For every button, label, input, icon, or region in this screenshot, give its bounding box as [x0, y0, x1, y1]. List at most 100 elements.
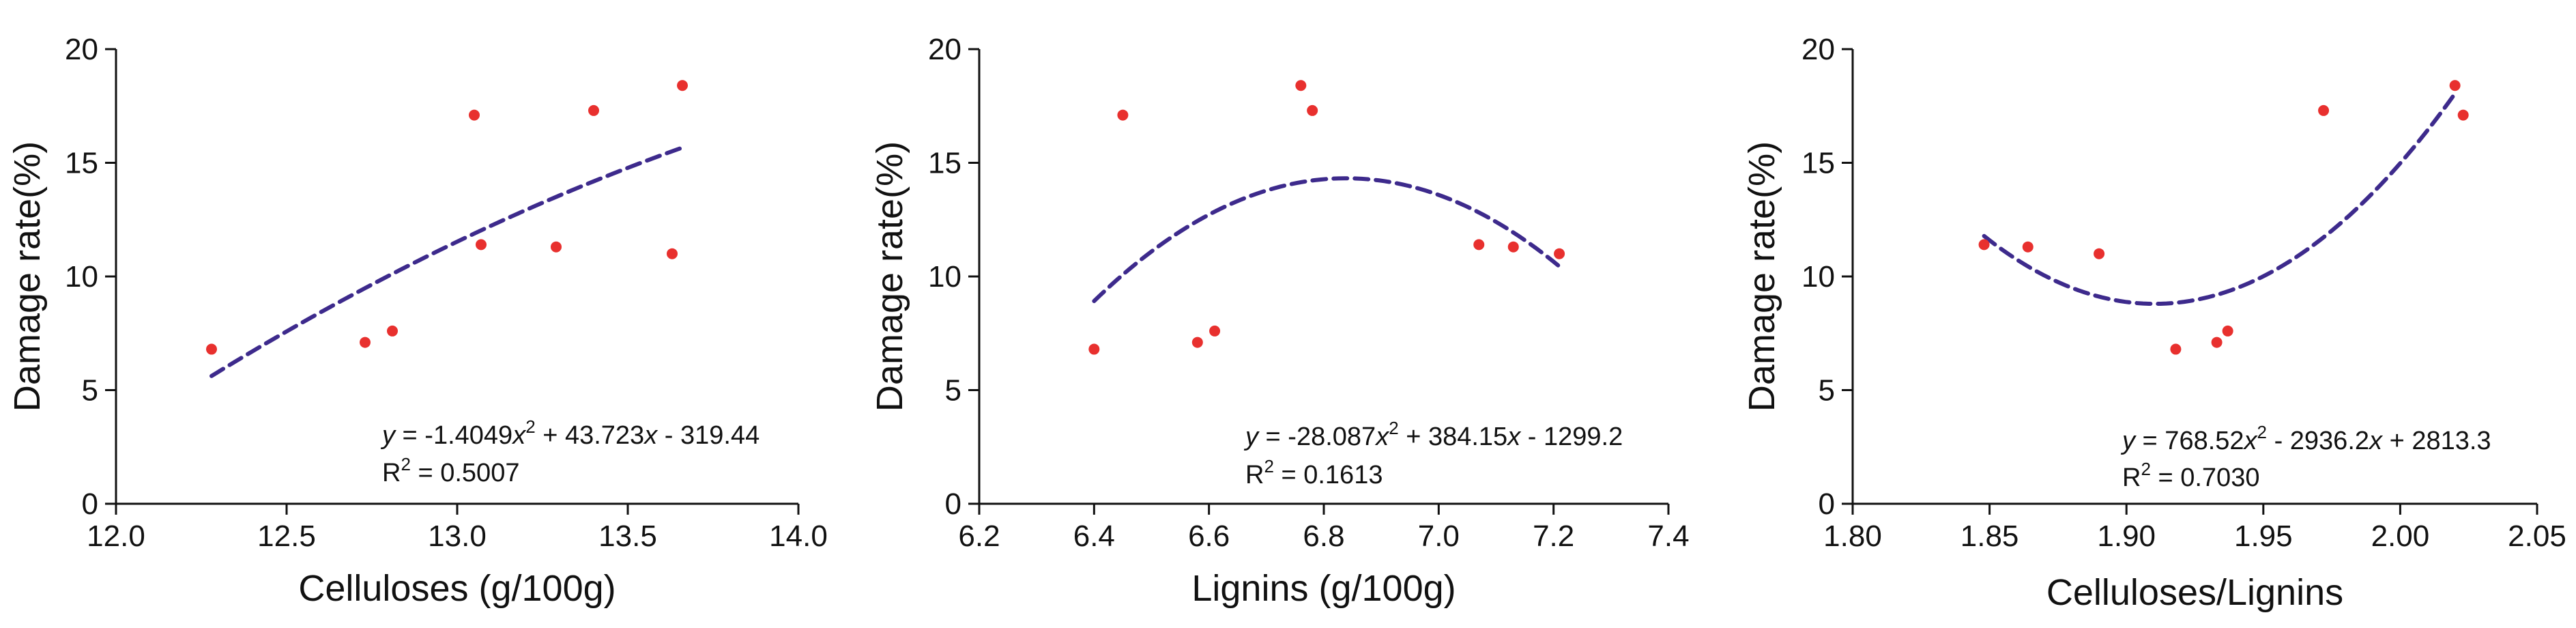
- x-tick-label: 13.0: [428, 519, 487, 553]
- x-axis-title: Celluloses (g/100g): [298, 568, 616, 609]
- data-point: [2170, 343, 2182, 355]
- eq-x-variable: x: [1506, 423, 1522, 451]
- y-tick-label: 20: [928, 33, 961, 66]
- x-tick-label: 1.85: [1960, 519, 2019, 553]
- y-axis-title: Damage rate(%): [869, 141, 910, 412]
- r-squared: R2 = 0.5007: [382, 454, 519, 487]
- r2-exponent: 2: [2141, 459, 2150, 479]
- x-tick-label: 14.0: [769, 519, 828, 553]
- r2-exponent: 2: [1264, 456, 1273, 476]
- x-tick-label: 2.00: [2371, 519, 2430, 553]
- eq-coefficient-b: + 384.15: [1399, 423, 1508, 451]
- data-point: [1117, 109, 1129, 121]
- eq-y-variable: y: [2120, 427, 2137, 455]
- eq-constant: - 1299.2: [1520, 423, 1623, 451]
- x-tick-label: 7.2: [1533, 519, 1574, 553]
- eq-exponent: 2: [1389, 418, 1398, 438]
- eq-x-variable: x: [511, 421, 527, 450]
- y-axis-title: Damage rate(%): [7, 141, 48, 412]
- data-point: [2222, 325, 2233, 337]
- fit-curve: [1982, 91, 2457, 306]
- x-tick-label: 1.80: [1823, 519, 1882, 553]
- y-axis-title: Damage rate(%): [1741, 141, 1782, 412]
- y-tick-label: 5: [945, 374, 961, 408]
- chart-panel-2: 0 5 10 15 20 6.2 6.4 6.6 6.8 7.0 7.2 7.4 Lignins (g/…: [869, 33, 1690, 609]
- fit-curve: [1092, 176, 1562, 304]
- x-tick-label: 6.6: [1188, 519, 1230, 553]
- data-point: [2318, 104, 2330, 116]
- eq-y-variable: y: [1243, 423, 1260, 451]
- y-tick-label: 0: [82, 487, 98, 521]
- eq-coefficient-b: - 2936.2: [2267, 427, 2369, 455]
- chart-panel-3: 0 5 10 15 20 1.80 1.85 1.90 1.95 2.00 2.05 Cellulos…: [1741, 33, 2566, 613]
- data-point: [1295, 80, 1307, 91]
- data-point: [677, 80, 688, 91]
- data-point: [360, 337, 371, 348]
- y-tick-label: 20: [1801, 33, 1835, 66]
- data-point: [1473, 239, 1485, 251]
- data-point: [1507, 241, 1519, 253]
- data-point: [387, 325, 398, 337]
- eq-y-variable: y: [380, 421, 396, 450]
- eq-x-variable: x: [2368, 427, 2384, 455]
- x-tick-label: 1.95: [2234, 519, 2293, 553]
- data-point: [551, 241, 562, 253]
- eq-x-variable: x: [2243, 427, 2259, 455]
- x-tick-label: 12.0: [87, 519, 145, 553]
- data-point: [2094, 248, 2105, 259]
- data-point: [1191, 337, 1203, 348]
- y-tick-label: 20: [65, 33, 98, 66]
- r2-exponent: 2: [401, 454, 410, 474]
- y-tick-label: 10: [1801, 260, 1835, 294]
- data-point: [2022, 241, 2034, 253]
- x-tick-label: 7.0: [1418, 519, 1460, 553]
- x-axis-title: Celluloses/Lignins: [2046, 572, 2343, 613]
- x-tick-label: 7.4: [1647, 519, 1689, 553]
- data-point: [1554, 248, 1565, 259]
- x-tick-label: 13.5: [598, 519, 657, 553]
- r2-value: = 0.5007: [411, 459, 520, 487]
- x-tick-label: 12.5: [257, 519, 316, 553]
- eq-constant: + 2813.3: [2382, 427, 2491, 455]
- r-squared: R2 = 0.1613: [1245, 456, 1383, 489]
- x-tick-label: 2.05: [2508, 519, 2566, 553]
- x-tick-label: 6.8: [1303, 519, 1344, 553]
- data-point: [2457, 109, 2469, 121]
- eq-coefficient-a: = -1.4049: [395, 421, 512, 450]
- data-point: [469, 109, 480, 121]
- data-point: [2449, 80, 2461, 91]
- regression-equation: y = -28.087x2 + 384.15x - 1299.2: [1243, 418, 1623, 451]
- y-tick-label: 0: [945, 487, 961, 521]
- r2-symbol: R: [1245, 461, 1264, 489]
- eq-constant: - 319.44: [657, 421, 759, 450]
- x-tick-label: 6.2: [958, 519, 1000, 553]
- data-point: [1088, 343, 1100, 355]
- data-point: [2211, 337, 2223, 348]
- eq-exponent: 2: [525, 416, 535, 437]
- eq-coefficient-a: = 768.52: [2135, 427, 2244, 455]
- regression-equation: y = 768.52x2 - 2936.2x + 2813.3: [2120, 422, 2491, 455]
- y-tick-label: 10: [928, 260, 961, 294]
- fit-curve: [209, 145, 684, 378]
- data-point: [588, 104, 599, 116]
- eq-x-variable: x: [643, 421, 659, 450]
- y-tick-label: 0: [1819, 487, 1835, 521]
- y-tick-label: 15: [65, 147, 98, 180]
- eq-coefficient-a: = -28.087: [1258, 423, 1376, 451]
- y-tick-label: 5: [82, 374, 98, 408]
- data-point: [1209, 325, 1221, 337]
- r2-value: = 0.1613: [1274, 461, 1383, 489]
- regression-equation: y = -1.4049x2 + 43.723x - 319.44: [380, 416, 759, 450]
- r2-value: = 0.7030: [2151, 463, 2260, 492]
- chart-panel-1: 0 5 10 15 20 12.0 12.5 13.0 13.5 14.0 Celluloses (…: [7, 33, 828, 609]
- r2-symbol: R: [382, 459, 401, 487]
- x-axis-title: Lignins (g/100g): [1191, 568, 1456, 609]
- data-point: [667, 248, 678, 259]
- y-tick-label: 10: [65, 260, 98, 294]
- eq-coefficient-b: + 43.723: [536, 421, 645, 450]
- eq-exponent: 2: [2257, 422, 2267, 442]
- x-tick-label: 1.90: [2097, 519, 2156, 553]
- y-tick-label: 15: [928, 147, 961, 180]
- data-point: [476, 239, 487, 251]
